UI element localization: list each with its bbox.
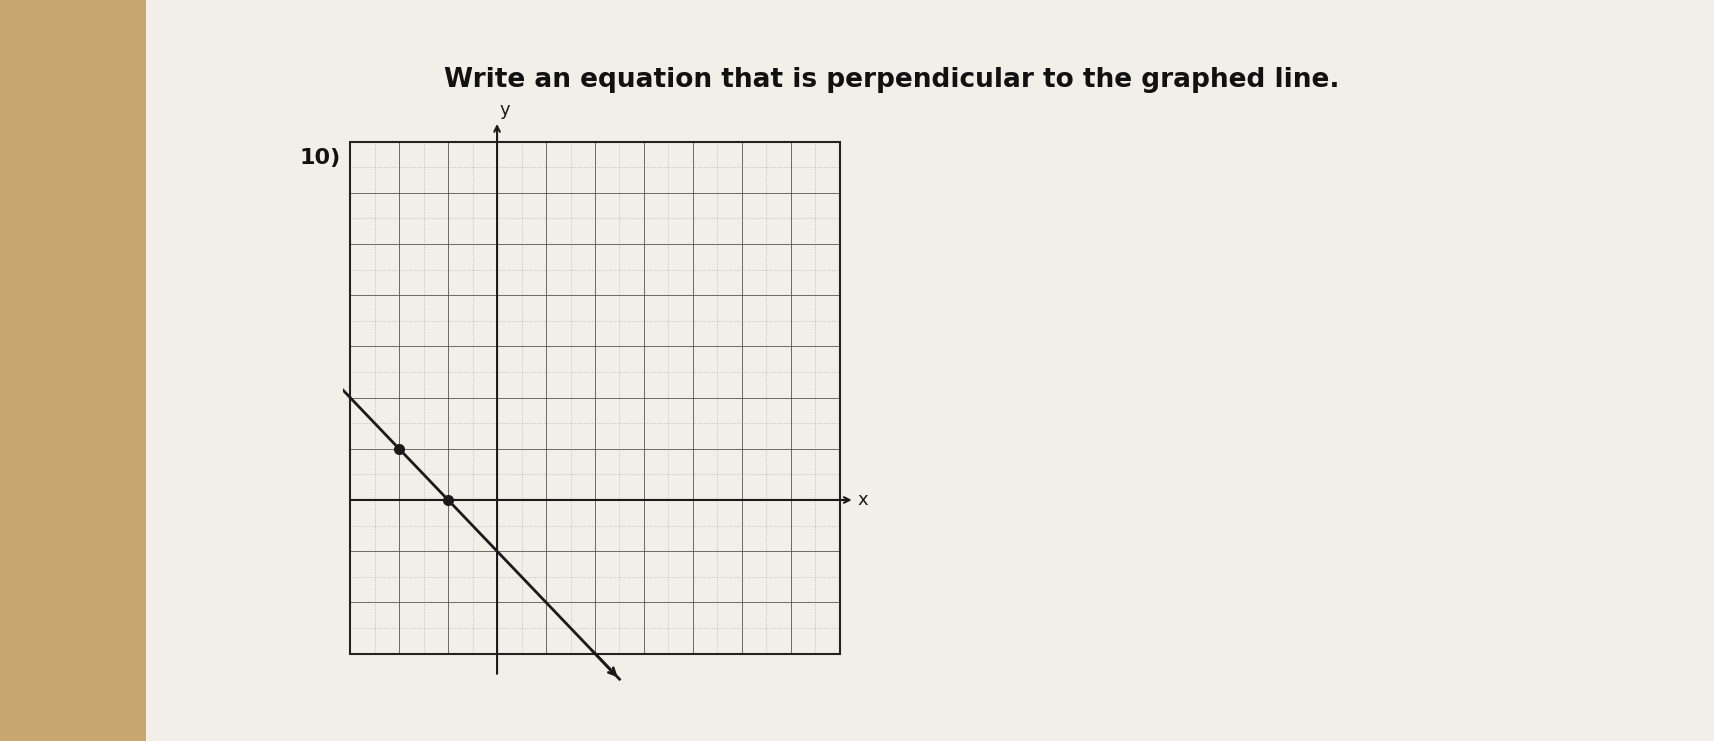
- Text: x: x: [857, 491, 867, 509]
- Text: Write an equation that is perpendicular to the graphed line.: Write an equation that is perpendicular …: [444, 67, 1339, 93]
- Text: y: y: [499, 101, 509, 119]
- Text: 10): 10): [300, 148, 341, 168]
